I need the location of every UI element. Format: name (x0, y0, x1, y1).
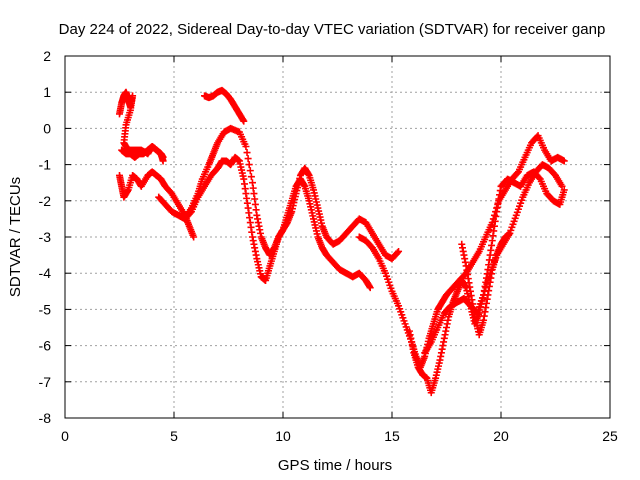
data-point (366, 284, 374, 292)
series-track-3 (116, 168, 198, 241)
x-tick-labels: 0 5 10 15 20 25 (61, 428, 618, 444)
y-tick-label: 0 (43, 120, 51, 136)
x-axis-label: GPS time / hours (278, 457, 392, 474)
series-track-6 (201, 86, 248, 125)
data-point-marker (393, 249, 401, 257)
series-track-5 (181, 153, 374, 292)
data-point (240, 117, 248, 125)
data-point (190, 233, 198, 241)
y-tick-label: -1 (39, 157, 52, 173)
data-point-marker (243, 149, 251, 157)
x-tick-label: 0 (61, 428, 69, 444)
x-tick-label: 20 (493, 428, 509, 444)
y-axis-label: SDTVAR / TECUs (7, 177, 24, 297)
data-point (560, 157, 568, 165)
y-tick-label: 2 (43, 48, 51, 64)
series-track-2 (118, 143, 167, 165)
y-tick-labels: -8 -7 -6 -5 -4 -3 -2 -1 0 1 2 (39, 48, 52, 426)
series-track-4 (155, 124, 403, 263)
data-point (560, 186, 568, 194)
data-point (506, 229, 514, 237)
data-point (395, 247, 403, 255)
y-tick-label: -4 (39, 265, 52, 281)
y-tick-label: -6 (39, 338, 52, 354)
data-point-marker (535, 174, 543, 182)
data-point (159, 157, 167, 165)
grid-lines (65, 56, 610, 418)
y-tick-label: -5 (39, 301, 52, 317)
y-tick-label: -3 (39, 229, 52, 245)
y-tick-label: -2 (39, 193, 52, 209)
data-point-marker (186, 209, 194, 217)
x-tick-label: 15 (384, 428, 400, 444)
x-tick-label: 5 (170, 428, 178, 444)
data-point-marker (245, 161, 253, 169)
y-tick-label: -8 (39, 410, 52, 426)
data-points (116, 86, 568, 397)
series-track-10 (458, 229, 514, 339)
data-point (242, 143, 250, 150)
x-tick-label: 25 (602, 428, 618, 444)
data-point-marker (244, 155, 252, 163)
data-point-marker (247, 173, 255, 181)
axis-ticks (64, 55, 611, 419)
y-tick-label: -7 (39, 374, 52, 390)
y-tick-label: 1 (43, 84, 51, 100)
data-point (558, 182, 566, 190)
x-tick-label: 10 (275, 428, 291, 444)
data-point-marker (490, 211, 498, 219)
data-point-marker (246, 167, 254, 175)
chart-title: Day 224 of 2022, Sidereal Day-to-day VTE… (59, 21, 606, 38)
data-point-marker (513, 169, 521, 177)
